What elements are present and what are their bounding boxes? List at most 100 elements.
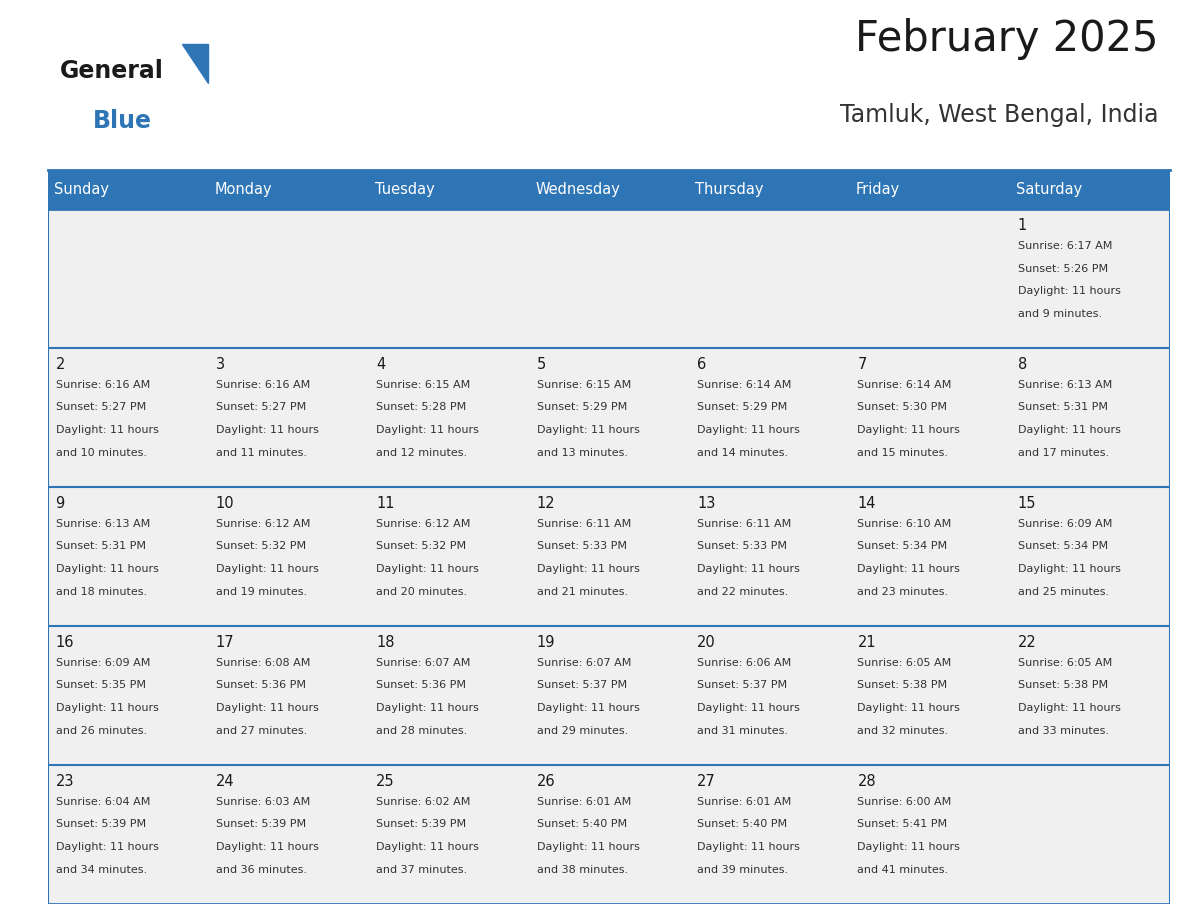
FancyBboxPatch shape — [1010, 170, 1170, 209]
Text: Sunrise: 6:09 AM: Sunrise: 6:09 AM — [1018, 519, 1112, 529]
FancyBboxPatch shape — [849, 209, 1010, 348]
Text: Daylight: 11 hours: Daylight: 11 hours — [216, 565, 318, 575]
Text: 1: 1 — [1018, 218, 1028, 232]
FancyBboxPatch shape — [208, 170, 368, 209]
Text: Sunset: 5:32 PM: Sunset: 5:32 PM — [216, 542, 307, 552]
FancyBboxPatch shape — [689, 487, 849, 626]
Text: and 39 minutes.: and 39 minutes. — [697, 866, 788, 876]
Text: Daylight: 11 hours: Daylight: 11 hours — [377, 843, 479, 853]
Text: and 18 minutes.: and 18 minutes. — [56, 588, 146, 598]
FancyBboxPatch shape — [48, 766, 208, 904]
Text: Sunset: 5:34 PM: Sunset: 5:34 PM — [858, 542, 948, 552]
Text: and 14 minutes.: and 14 minutes. — [697, 448, 788, 458]
Text: 2: 2 — [56, 356, 65, 372]
Text: and 20 minutes.: and 20 minutes. — [377, 588, 467, 598]
Text: Sunrise: 6:12 AM: Sunrise: 6:12 AM — [377, 519, 470, 529]
Text: Daylight: 11 hours: Daylight: 11 hours — [858, 703, 960, 713]
Text: Daylight: 11 hours: Daylight: 11 hours — [377, 703, 479, 713]
Text: Sunset: 5:40 PM: Sunset: 5:40 PM — [537, 820, 627, 830]
Text: 6: 6 — [697, 356, 707, 372]
Text: 22: 22 — [1018, 634, 1037, 650]
Text: 24: 24 — [216, 774, 234, 789]
Text: Sunrise: 6:05 AM: Sunrise: 6:05 AM — [858, 657, 952, 667]
FancyBboxPatch shape — [689, 209, 849, 348]
Text: Sunrise: 6:10 AM: Sunrise: 6:10 AM — [858, 519, 952, 529]
Text: 9: 9 — [56, 496, 65, 510]
Text: and 9 minutes.: and 9 minutes. — [1018, 309, 1102, 319]
Text: Saturday: Saturday — [1016, 182, 1082, 197]
Text: 23: 23 — [56, 774, 74, 789]
Text: General: General — [59, 59, 163, 83]
Text: Daylight: 11 hours: Daylight: 11 hours — [697, 703, 800, 713]
Text: 8: 8 — [1018, 356, 1028, 372]
Text: Sunrise: 6:12 AM: Sunrise: 6:12 AM — [216, 519, 310, 529]
FancyBboxPatch shape — [48, 209, 208, 348]
Text: Monday: Monday — [214, 182, 272, 197]
Text: Daylight: 11 hours: Daylight: 11 hours — [697, 425, 800, 435]
Text: Daylight: 11 hours: Daylight: 11 hours — [56, 425, 158, 435]
Text: Sunrise: 6:04 AM: Sunrise: 6:04 AM — [56, 797, 150, 807]
Text: and 36 minutes.: and 36 minutes. — [216, 866, 307, 876]
Text: Sunset: 5:37 PM: Sunset: 5:37 PM — [537, 680, 627, 690]
Text: and 21 minutes.: and 21 minutes. — [537, 588, 627, 598]
Text: and 12 minutes.: and 12 minutes. — [377, 448, 467, 458]
Text: Daylight: 11 hours: Daylight: 11 hours — [858, 425, 960, 435]
Text: 28: 28 — [858, 774, 876, 789]
Text: 12: 12 — [537, 496, 555, 510]
Text: Sunrise: 6:03 AM: Sunrise: 6:03 AM — [216, 797, 310, 807]
Text: and 17 minutes.: and 17 minutes. — [1018, 448, 1108, 458]
Text: 13: 13 — [697, 496, 715, 510]
FancyBboxPatch shape — [48, 487, 208, 626]
Text: Tuesday: Tuesday — [374, 182, 435, 197]
Text: Sunset: 5:28 PM: Sunset: 5:28 PM — [377, 402, 467, 412]
Text: 21: 21 — [858, 634, 876, 650]
Text: and 19 minutes.: and 19 minutes. — [216, 588, 307, 598]
FancyBboxPatch shape — [1010, 626, 1170, 766]
Text: and 31 minutes.: and 31 minutes. — [697, 726, 788, 736]
Text: 16: 16 — [56, 634, 74, 650]
FancyBboxPatch shape — [368, 170, 529, 209]
Text: Sunrise: 6:08 AM: Sunrise: 6:08 AM — [216, 657, 310, 667]
Text: and 10 minutes.: and 10 minutes. — [56, 448, 146, 458]
Text: Daylight: 11 hours: Daylight: 11 hours — [537, 703, 639, 713]
Text: Sunset: 5:33 PM: Sunset: 5:33 PM — [537, 542, 627, 552]
Text: Sunrise: 6:07 AM: Sunrise: 6:07 AM — [537, 657, 631, 667]
Text: Daylight: 11 hours: Daylight: 11 hours — [858, 565, 960, 575]
FancyBboxPatch shape — [1010, 487, 1170, 626]
Text: Daylight: 11 hours: Daylight: 11 hours — [377, 425, 479, 435]
Text: 20: 20 — [697, 634, 716, 650]
FancyBboxPatch shape — [689, 348, 849, 487]
FancyBboxPatch shape — [1010, 766, 1170, 904]
Text: Sunrise: 6:15 AM: Sunrise: 6:15 AM — [537, 379, 631, 389]
FancyBboxPatch shape — [689, 766, 849, 904]
FancyBboxPatch shape — [48, 170, 208, 209]
Text: and 33 minutes.: and 33 minutes. — [1018, 726, 1108, 736]
FancyBboxPatch shape — [368, 626, 529, 766]
Text: and 13 minutes.: and 13 minutes. — [537, 448, 627, 458]
Text: Sunset: 5:31 PM: Sunset: 5:31 PM — [1018, 402, 1108, 412]
FancyBboxPatch shape — [368, 487, 529, 626]
FancyBboxPatch shape — [1010, 209, 1170, 348]
FancyBboxPatch shape — [208, 348, 368, 487]
Text: Sunset: 5:38 PM: Sunset: 5:38 PM — [1018, 680, 1108, 690]
FancyBboxPatch shape — [689, 170, 849, 209]
Text: Daylight: 11 hours: Daylight: 11 hours — [697, 843, 800, 853]
Text: 5: 5 — [537, 356, 546, 372]
Text: Sunset: 5:38 PM: Sunset: 5:38 PM — [858, 680, 948, 690]
FancyBboxPatch shape — [208, 487, 368, 626]
Text: Sunrise: 6:00 AM: Sunrise: 6:00 AM — [858, 797, 952, 807]
Text: Sunset: 5:39 PM: Sunset: 5:39 PM — [216, 820, 307, 830]
Text: Daylight: 11 hours: Daylight: 11 hours — [697, 565, 800, 575]
Text: and 34 minutes.: and 34 minutes. — [56, 866, 146, 876]
FancyBboxPatch shape — [48, 626, 208, 766]
Text: Sunset: 5:29 PM: Sunset: 5:29 PM — [537, 402, 627, 412]
FancyBboxPatch shape — [529, 766, 689, 904]
Text: and 32 minutes.: and 32 minutes. — [858, 726, 948, 736]
Text: 18: 18 — [377, 634, 394, 650]
Text: Daylight: 11 hours: Daylight: 11 hours — [56, 703, 158, 713]
Text: Sunset: 5:39 PM: Sunset: 5:39 PM — [377, 820, 467, 830]
Text: and 15 minutes.: and 15 minutes. — [858, 448, 948, 458]
Text: Sunrise: 6:14 AM: Sunrise: 6:14 AM — [697, 379, 791, 389]
Text: 17: 17 — [216, 634, 234, 650]
Text: Sunrise: 6:01 AM: Sunrise: 6:01 AM — [537, 797, 631, 807]
